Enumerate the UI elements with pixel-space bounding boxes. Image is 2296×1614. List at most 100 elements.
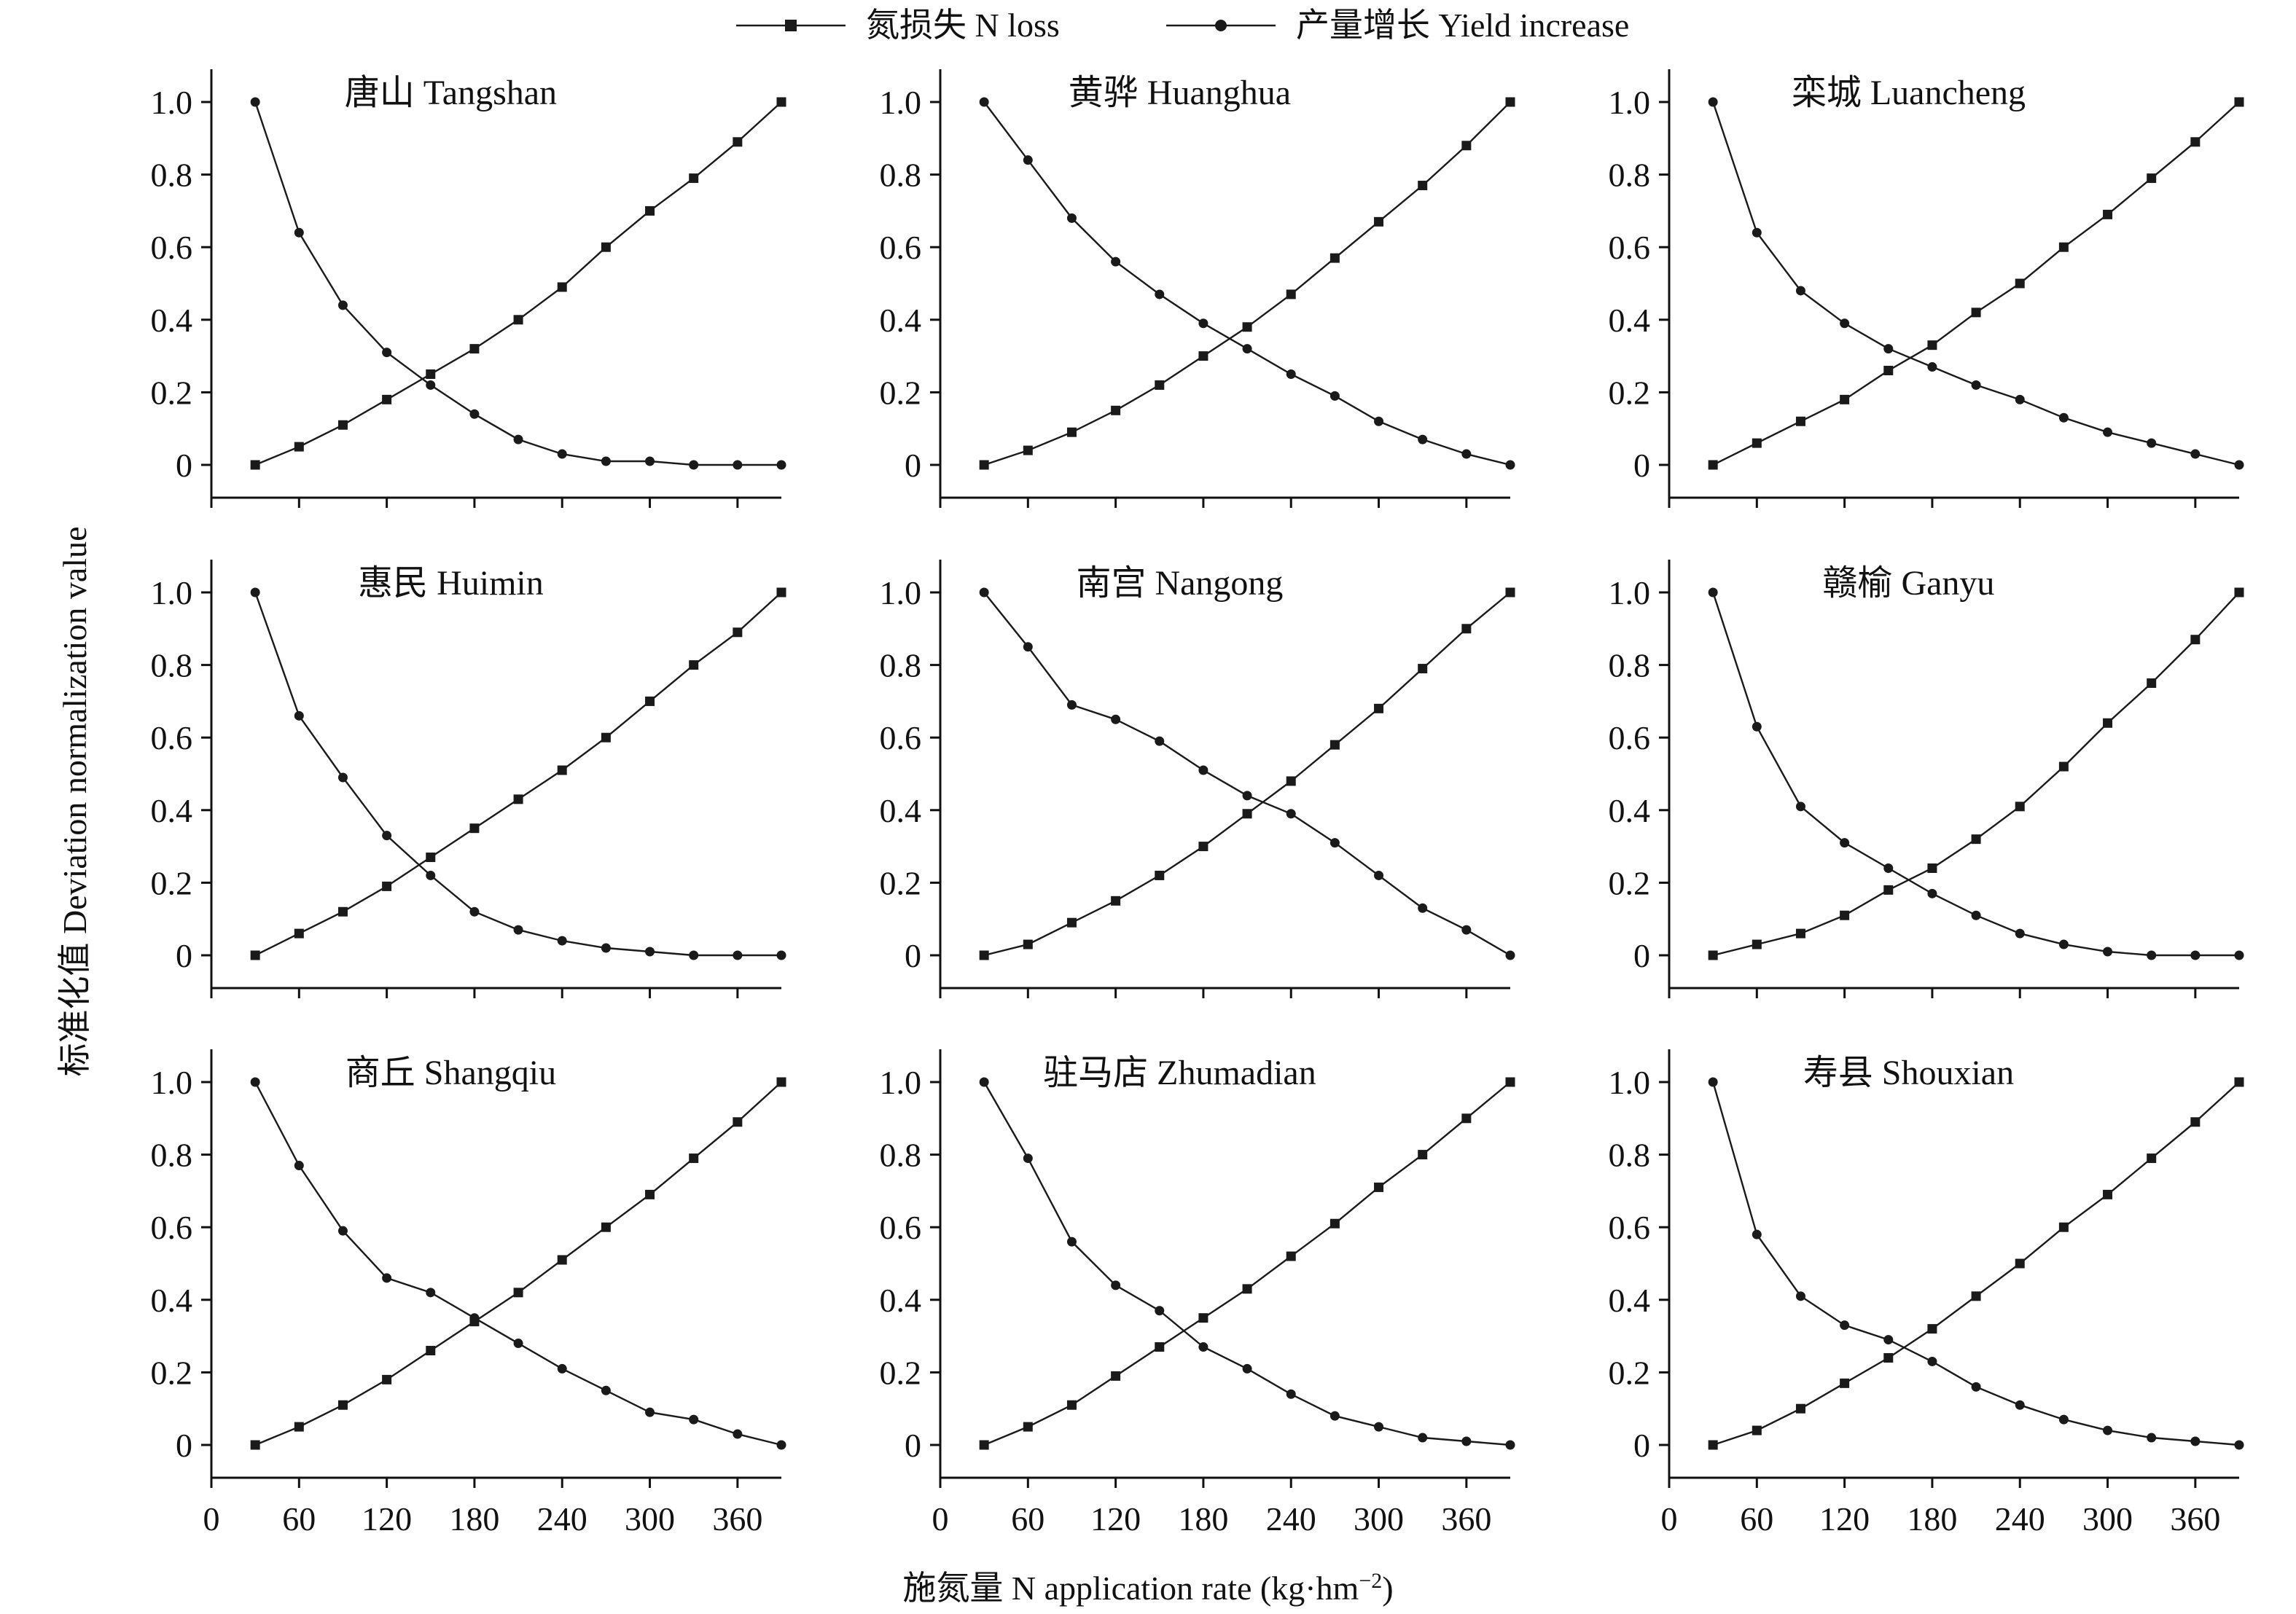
data-point-yield-increase	[1286, 369, 1296, 379]
y-tick-label: 1.0	[151, 84, 193, 121]
y-tick-label: 0.8	[1609, 1137, 1651, 1174]
data-point-n-loss	[1461, 624, 1472, 634]
data-point-n-loss	[1708, 950, 1718, 960]
y-tick-label: 0.2	[880, 374, 922, 411]
panel-title: 栾城 Luancheng	[1792, 74, 2026, 112]
panel-tangshan: 0 0.2 0.4 0.6 0.8 1.0 唐山 Tangshan	[151, 69, 786, 508]
data-point-n-loss	[2103, 1189, 2113, 1199]
data-point-n-loss	[1374, 703, 1384, 713]
y-tick-label: 0.6	[1609, 1209, 1651, 1246]
y-tick-label: 0.4	[151, 1282, 193, 1319]
data-point-yield-increase	[1418, 1433, 1428, 1443]
legend: 氮损失 N loss 产量增长 Yield increase	[736, 7, 1629, 44]
data-point-n-loss	[1418, 1150, 1428, 1160]
data-point-yield-increase	[557, 449, 567, 459]
data-point-yield-increase	[1329, 1411, 1340, 1421]
data-point-yield-increase	[426, 870, 436, 880]
y-tick-label: 0.4	[1609, 1282, 1651, 1319]
data-point-n-loss	[513, 1288, 523, 1298]
x-tick-label: 300	[1354, 1500, 1404, 1537]
data-point-n-loss	[733, 1117, 743, 1127]
data-point-n-loss	[382, 394, 392, 404]
data-point-yield-increase	[645, 1407, 655, 1417]
data-point-yield-increase	[1418, 434, 1428, 444]
data-point-yield-increase	[294, 1161, 304, 1171]
data-point-yield-increase	[645, 456, 655, 466]
data-point-yield-increase	[2058, 412, 2069, 423]
y-tick-label: 0	[176, 1427, 192, 1464]
data-point-yield-increase	[557, 936, 567, 946]
data-point-n-loss	[1883, 885, 1894, 895]
y-tick-label: 0	[1633, 937, 1650, 974]
x-axis-title: 施氮量 N application rate (kg·hm−2)	[902, 1569, 1393, 1607]
data-point-n-loss	[1505, 97, 1515, 107]
data-point-yield-increase	[1505, 460, 1515, 470]
series-line-yield-increase	[1712, 592, 2239, 957]
data-point-yield-increase	[2147, 950, 2157, 960]
data-point-yield-increase	[1795, 1291, 1805, 1301]
data-point-yield-increase	[1286, 1389, 1296, 1399]
data-point-yield-increase	[776, 1440, 786, 1450]
data-point-yield-increase	[601, 456, 611, 466]
data-point-n-loss	[294, 1422, 304, 1432]
data-point-n-loss	[250, 1440, 260, 1450]
data-point-n-loss	[1066, 917, 1077, 928]
data-point-yield-increase	[1111, 1280, 1121, 1290]
data-point-n-loss	[1066, 427, 1077, 437]
data-point-yield-increase	[1242, 791, 1252, 801]
x-tick-label: 240	[1266, 1500, 1316, 1537]
data-point-yield-increase	[2190, 1436, 2201, 1446]
panels-grid: 0 0.2 0.4 0.6 0.8 1.0 唐山 Tangshan 0 0.2 0.4 0.6 0.8…	[151, 69, 2244, 1537]
data-point-yield-increase	[1752, 1229, 1762, 1239]
data-point-yield-increase	[1708, 1077, 1718, 1087]
data-point-yield-increase	[1883, 344, 1894, 354]
data-point-n-loss	[1418, 664, 1428, 674]
data-point-n-loss	[250, 950, 260, 960]
y-tick-label: 0	[176, 447, 192, 484]
y-tick-label: 0.8	[880, 157, 922, 194]
data-point-n-loss	[1927, 1324, 1937, 1334]
y-tick-label: 0	[905, 937, 921, 974]
y-axis-title: 标准化值 Deviation normalization value	[56, 527, 93, 1077]
series-line-n-loss	[983, 101, 1511, 466]
x-tick-label: 360	[712, 1500, 762, 1537]
data-point-n-loss	[1840, 910, 1850, 920]
data-point-yield-increase	[1242, 1363, 1252, 1374]
data-point-n-loss	[1286, 776, 1296, 786]
x-tick-label: 0	[932, 1500, 949, 1537]
data-point-yield-increase	[2234, 1440, 2244, 1450]
data-point-n-loss	[426, 1346, 436, 1356]
x-tick-label: 0	[1661, 1500, 1678, 1537]
series-line-yield-increase	[254, 1081, 782, 1446]
data-point-yield-increase	[689, 950, 699, 960]
panel-title: 黄骅 Huanghua	[1069, 74, 1291, 112]
data-point-n-loss	[1883, 1352, 1894, 1363]
data-point-n-loss	[601, 732, 611, 743]
y-tick-label: 1.0	[880, 84, 922, 121]
x-tick-label: 180	[449, 1500, 499, 1537]
y-tick-label: 0.4	[151, 302, 193, 339]
x-tick-label: 120	[1819, 1500, 1870, 1537]
data-point-yield-increase	[1066, 700, 1077, 710]
data-point-yield-increase	[1883, 863, 1894, 873]
data-point-yield-increase	[469, 906, 480, 917]
x-tick-label: 60	[1740, 1500, 1773, 1537]
data-point-yield-increase	[1023, 155, 1033, 165]
data-point-yield-increase	[513, 1339, 523, 1349]
panel-title: 驻马店 Zhumadian	[1043, 1054, 1316, 1092]
data-point-n-loss	[2058, 1222, 2069, 1232]
data-point-yield-increase	[426, 380, 436, 390]
data-point-yield-increase	[557, 1363, 567, 1374]
y-tick-label: 0.6	[151, 229, 193, 266]
data-point-yield-increase	[1927, 1356, 1937, 1366]
data-point-n-loss	[689, 660, 699, 670]
data-point-yield-increase	[250, 1077, 260, 1087]
data-point-yield-increase	[1927, 362, 1937, 372]
data-point-yield-increase	[382, 1273, 392, 1283]
data-point-n-loss	[1883, 366, 1894, 376]
x-tick-label: 120	[362, 1500, 412, 1537]
y-tick-label: 0.4	[880, 1282, 922, 1319]
data-point-n-loss	[1752, 438, 1762, 448]
data-point-n-loss	[1329, 740, 1340, 750]
data-point-n-loss	[2015, 802, 2025, 812]
